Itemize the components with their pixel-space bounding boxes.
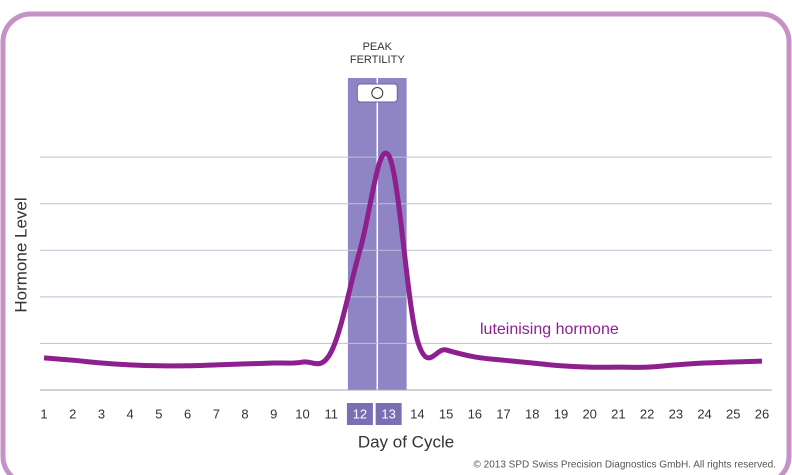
- highlight-label: PEAK: [363, 41, 393, 53]
- x-tick-label: 13: [381, 406, 395, 421]
- x-tick-label: 5: [155, 406, 162, 421]
- x-tick-label: 25: [726, 406, 740, 421]
- smiley-box: [356, 83, 398, 103]
- x-tick-label: 19: [554, 406, 568, 421]
- x-tick-label: 9: [270, 406, 277, 421]
- x-tick-label: 7: [213, 406, 220, 421]
- x-tick-label: 22: [640, 406, 654, 421]
- x-tick-label: 8: [241, 406, 248, 421]
- x-tick-label: 6: [184, 406, 191, 421]
- x-tick-label: 1: [40, 406, 47, 421]
- y-axis-label: Hormone Level: [11, 197, 30, 312]
- x-tick-label: 3: [98, 406, 105, 421]
- x-tick-label: 26: [755, 406, 769, 421]
- x-tick-label: 15: [439, 406, 453, 421]
- footer: © 2013 SPD Swiss Precision Diagnostics G…: [474, 460, 776, 471]
- tick-highlight: [346, 403, 373, 425]
- x-tick-label: 21: [611, 406, 625, 421]
- x-tick-label: 18: [525, 406, 539, 421]
- x-tick-label: 10: [295, 406, 309, 421]
- highlight-label: FERTILITY: [350, 54, 405, 66]
- smiley-icon: [371, 87, 384, 99]
- x-tick-label: 17: [496, 406, 510, 421]
- x-tick-label: 20: [582, 406, 596, 421]
- series-line: [43, 150, 763, 370]
- x-tick-label: 2: [69, 406, 76, 421]
- x-tick-label: 12: [353, 406, 367, 421]
- tick-highlight: [375, 403, 402, 425]
- x-tick-label: 11: [324, 406, 338, 421]
- x-tick-label: 14: [410, 406, 424, 421]
- x-tick-label: 16: [468, 406, 482, 421]
- x-tick-label: 24: [697, 406, 711, 421]
- x-tick-label: 4: [127, 406, 134, 421]
- x-tick-label: 23: [669, 406, 683, 421]
- x-axis-label: Day of Cycle: [358, 432, 454, 451]
- series-label: luteinising hormone: [480, 321, 619, 338]
